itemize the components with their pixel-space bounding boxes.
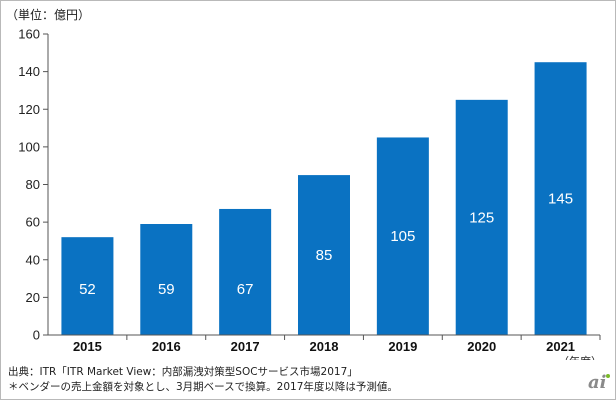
y-tick-label: 120 xyxy=(18,102,40,117)
y-tick-label: 160 xyxy=(18,27,40,42)
bar xyxy=(61,237,114,335)
x-tick-label: 2016 xyxy=(152,339,181,354)
x-tick-label: 2020 xyxy=(467,339,496,354)
source-note: 出典：ITR「ITR Market View：内部漏洩対策型SOCサービス市場2… xyxy=(8,366,358,378)
bar-data-label: 145 xyxy=(548,191,573,208)
bar xyxy=(455,99,508,335)
bar-data-label: 67 xyxy=(237,281,254,298)
bar xyxy=(534,62,587,335)
y-tick-label: 60 xyxy=(26,215,40,230)
bar xyxy=(298,175,350,335)
y-tick-label: 100 xyxy=(18,139,40,154)
x-tick-label: 2019 xyxy=(388,339,417,354)
x-axis: 2015 2016 2017 2018 2019 2020 2021（年度） xyxy=(48,334,602,360)
bar-data-label: 52 xyxy=(79,281,96,298)
ai-logo-dot xyxy=(606,374,610,378)
x-axis-unit-label: （年度） xyxy=(558,354,602,360)
bar-data-label: 125 xyxy=(469,209,494,226)
method-note: ＊ベンダーの売上金額を対象とし、3月期ベースで換算。2017年度以降は予測値。 xyxy=(8,381,398,393)
bar xyxy=(140,224,193,335)
y-axis-unit-label: （単位：億円） xyxy=(6,8,91,22)
y-tick-label: 40 xyxy=(26,252,40,267)
x-tick-label: 2017 xyxy=(231,339,260,354)
x-tick-label: 2018 xyxy=(310,339,339,354)
y-tick-label: 0 xyxy=(33,328,40,343)
y-tick-label: 140 xyxy=(18,64,40,79)
x-tick-label: 2021 xyxy=(546,339,575,354)
bar-data-label: 59 xyxy=(158,281,175,298)
x-tick-label: 2015 xyxy=(73,339,102,354)
bar-data-label: 85 xyxy=(316,247,333,264)
y-axis: 0 20 40 60 80 100 120 140 160 xyxy=(18,27,49,343)
bars: 52 59 67 85 105 125 145 xyxy=(61,62,587,335)
bar xyxy=(376,137,429,335)
ai-logo: ai xyxy=(588,372,607,393)
y-tick-label: 80 xyxy=(26,177,40,192)
bar-data-label: 105 xyxy=(390,228,415,245)
bar xyxy=(219,208,272,335)
y-tick-label: 20 xyxy=(26,290,40,305)
